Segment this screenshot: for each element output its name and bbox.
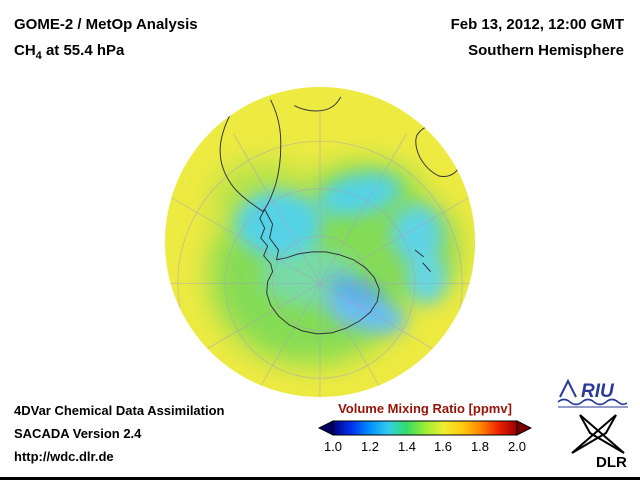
colorbar-tick: 1.0 <box>323 439 343 454</box>
dlr-logo-text: DLR <box>596 454 627 469</box>
analysis-title: GOME-2 / MetOp Analysis <box>14 16 198 33</box>
pressure-level: at 55.4 hPa <box>41 42 125 59</box>
assimilation-label: 4DVar Chemical Data Assimilation <box>14 403 225 418</box>
dlr-logo: DLR <box>566 411 630 474</box>
header-right: Feb 13, 2012, 12:00 GMT Southern Hemisph… <box>451 12 624 64</box>
colorbar-tick: 1.6 <box>433 439 453 454</box>
hemisphere-label: Southern Hemisphere <box>468 42 624 59</box>
globe <box>162 84 478 400</box>
south-america-coastline <box>219 99 282 213</box>
url-label: http://wdc.dlr.de <box>14 449 114 464</box>
graticule <box>164 110 476 398</box>
colorbar-tick: 2.0 <box>507 439 527 454</box>
riu-logo-text: RIU <box>581 381 615 402</box>
colorbar-left-arrow <box>318 420 334 436</box>
colorbar-right-arrow <box>516 420 532 436</box>
species-symbol: CH <box>14 42 36 59</box>
dlr-logo-icon: DLR <box>571 414 627 471</box>
colorbar <box>318 420 532 436</box>
colorbar-gradient-bar <box>332 420 518 436</box>
header-left: GOME-2 / MetOp Analysis CH4 at 55.4 hPa <box>14 12 198 69</box>
colorbar-title: Volume Mixing Ratio [ppmv] <box>338 401 512 416</box>
data-seam-line <box>329 295 392 307</box>
africa-coastline <box>294 96 342 112</box>
ch4-field <box>209 161 460 365</box>
antarctica-coastline <box>259 208 380 335</box>
footer-credits: 4DVar Chemical Data Assimilation SACADA … <box>14 399 225 468</box>
colorbar-tick: 1.8 <box>470 439 490 454</box>
analysis-subtitle: CH4 at 55.4 hPa <box>14 38 198 69</box>
globe-svg <box>164 86 476 398</box>
riu-logo-icon: RIU <box>557 378 628 408</box>
colorbar-tick: 1.2 <box>360 439 380 454</box>
timestamp-label: Feb 13, 2012, 12:00 GMT <box>450 16 624 33</box>
new-zealand-coastline <box>414 249 431 272</box>
colorbar-tick: 1.4 <box>397 439 417 454</box>
version-label: SACADA Version 2.4 <box>14 426 142 441</box>
riu-logo: RIU <box>556 375 630 414</box>
species-subscript: 4 <box>35 50 42 62</box>
